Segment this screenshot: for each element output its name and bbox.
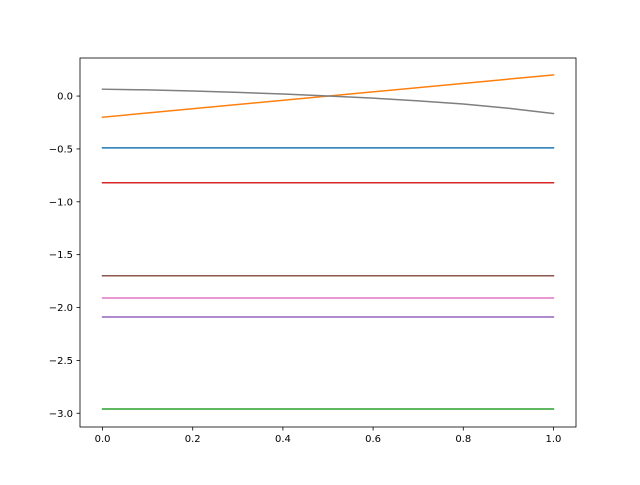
x-tick-label: 0.4 <box>275 434 291 445</box>
x-tick-label: 0.2 <box>185 434 201 445</box>
series-layer <box>101 74 555 410</box>
y-tick-label: 0.0 <box>57 92 73 103</box>
x-tick-label: 0.8 <box>455 434 471 445</box>
series-line-8 <box>101 88 555 115</box>
y-tick-label: −2.5 <box>49 356 73 367</box>
x-tick-label: 0.0 <box>95 434 111 445</box>
y-axis: 0.0 −0.5 −1.0 −1.5 −2.0 −2.5 −3.0 <box>49 92 80 420</box>
plot-frame <box>79 57 577 428</box>
y-tick-label: −1.5 <box>49 250 73 261</box>
x-tick-label: 1.0 <box>546 434 562 445</box>
y-tick-label: −2.0 <box>49 303 73 314</box>
y-tick-label: −0.5 <box>49 144 73 155</box>
x-axis: 0.0 0.2 0.4 0.6 0.8 1.0 <box>95 427 562 445</box>
y-tick-label: −3.0 <box>49 409 73 420</box>
y-tick-label: −1.0 <box>49 197 73 208</box>
x-tick-label: 0.6 <box>365 434 381 445</box>
